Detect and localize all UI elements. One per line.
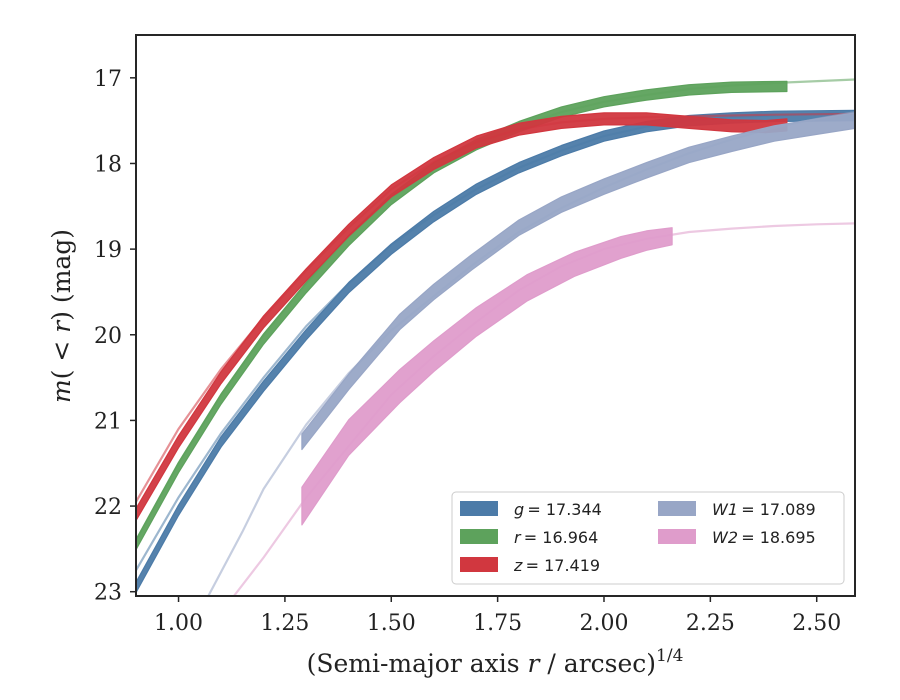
legend-var: z bbox=[513, 556, 523, 575]
y-tick-label: 21 bbox=[94, 409, 122, 434]
series-g-profile-band bbox=[136, 109, 855, 594]
x-tick-label: 2.25 bbox=[686, 611, 735, 636]
legend-var: g bbox=[514, 500, 524, 519]
legend-var: r bbox=[514, 528, 522, 547]
legend-swatch-g bbox=[460, 501, 498, 516]
y-tick-label: 22 bbox=[94, 495, 122, 520]
legend-var: W2 bbox=[712, 528, 738, 547]
legend-value: = 17.344 bbox=[524, 500, 602, 519]
legend-swatch-r bbox=[460, 529, 498, 544]
legend-value: = 18.695 bbox=[738, 528, 816, 547]
x-axis-label-sup: 1/4 bbox=[656, 646, 683, 666]
legend-label-w2: W2 = 18.695 bbox=[712, 528, 816, 547]
x-tick-label: 1.50 bbox=[367, 611, 416, 636]
legend-label-g: g = 17.344 bbox=[514, 500, 602, 519]
y-tick-label: 18 bbox=[94, 152, 122, 177]
x-tick-label: 2.50 bbox=[792, 611, 841, 636]
legend-swatch-w1 bbox=[658, 501, 696, 516]
series-w2-profile-band bbox=[301, 227, 673, 526]
y-tick-label: 19 bbox=[94, 238, 122, 263]
x-axis-label: (Semi-major axis r / arcsec)1/4 bbox=[307, 646, 684, 678]
legend-swatch-w2 bbox=[658, 529, 696, 544]
legend-value: = 16.964 bbox=[521, 528, 599, 547]
x-axis-label-var: r bbox=[528, 649, 542, 678]
x-tick-label: 1.00 bbox=[154, 611, 203, 636]
x-tick-label: 1.75 bbox=[473, 611, 522, 636]
legend-swatch-z bbox=[460, 557, 498, 572]
legend-label-z: z = 17.419 bbox=[513, 556, 600, 575]
y-axis-label-post: ) (mag) bbox=[47, 229, 76, 321]
legend-label-r: r = 16.964 bbox=[514, 528, 598, 547]
x-tick-label: 1.25 bbox=[260, 611, 309, 636]
series-z-profile-band bbox=[136, 112, 788, 522]
y-tick-label: 23 bbox=[94, 581, 122, 606]
legend-var: W1 bbox=[712, 500, 738, 519]
y-tick-label: 17 bbox=[94, 67, 122, 92]
y-axis-label: m( < r) (mag) bbox=[47, 229, 76, 403]
y-tick-label: 20 bbox=[94, 324, 122, 349]
x-axis-label-pre: (Semi-major axis bbox=[307, 649, 528, 678]
legend-frame bbox=[451, 491, 845, 585]
x-tick-label: 2.00 bbox=[579, 611, 628, 636]
y-axis-label-mid: ( < bbox=[47, 333, 76, 380]
y-axis-label-pre: m bbox=[47, 379, 76, 403]
y-axis-label-var: r bbox=[47, 319, 76, 333]
series-layer bbox=[136, 78, 855, 596]
x-axis-label-post: / arcsec) bbox=[539, 649, 656, 678]
plot-frame bbox=[135, 34, 856, 597]
legend-label-w1: W1 = 17.089 bbox=[712, 500, 816, 519]
tick-layer: 1.00 1.25 1.50 1.75 2.00 2.25 2.50 17 18 19 20 21 22… bbox=[94, 67, 841, 636]
legend-value: = 17.089 bbox=[738, 500, 816, 519]
series-w1-profile-band bbox=[301, 112, 855, 451]
legend-value: = 17.419 bbox=[522, 556, 600, 575]
